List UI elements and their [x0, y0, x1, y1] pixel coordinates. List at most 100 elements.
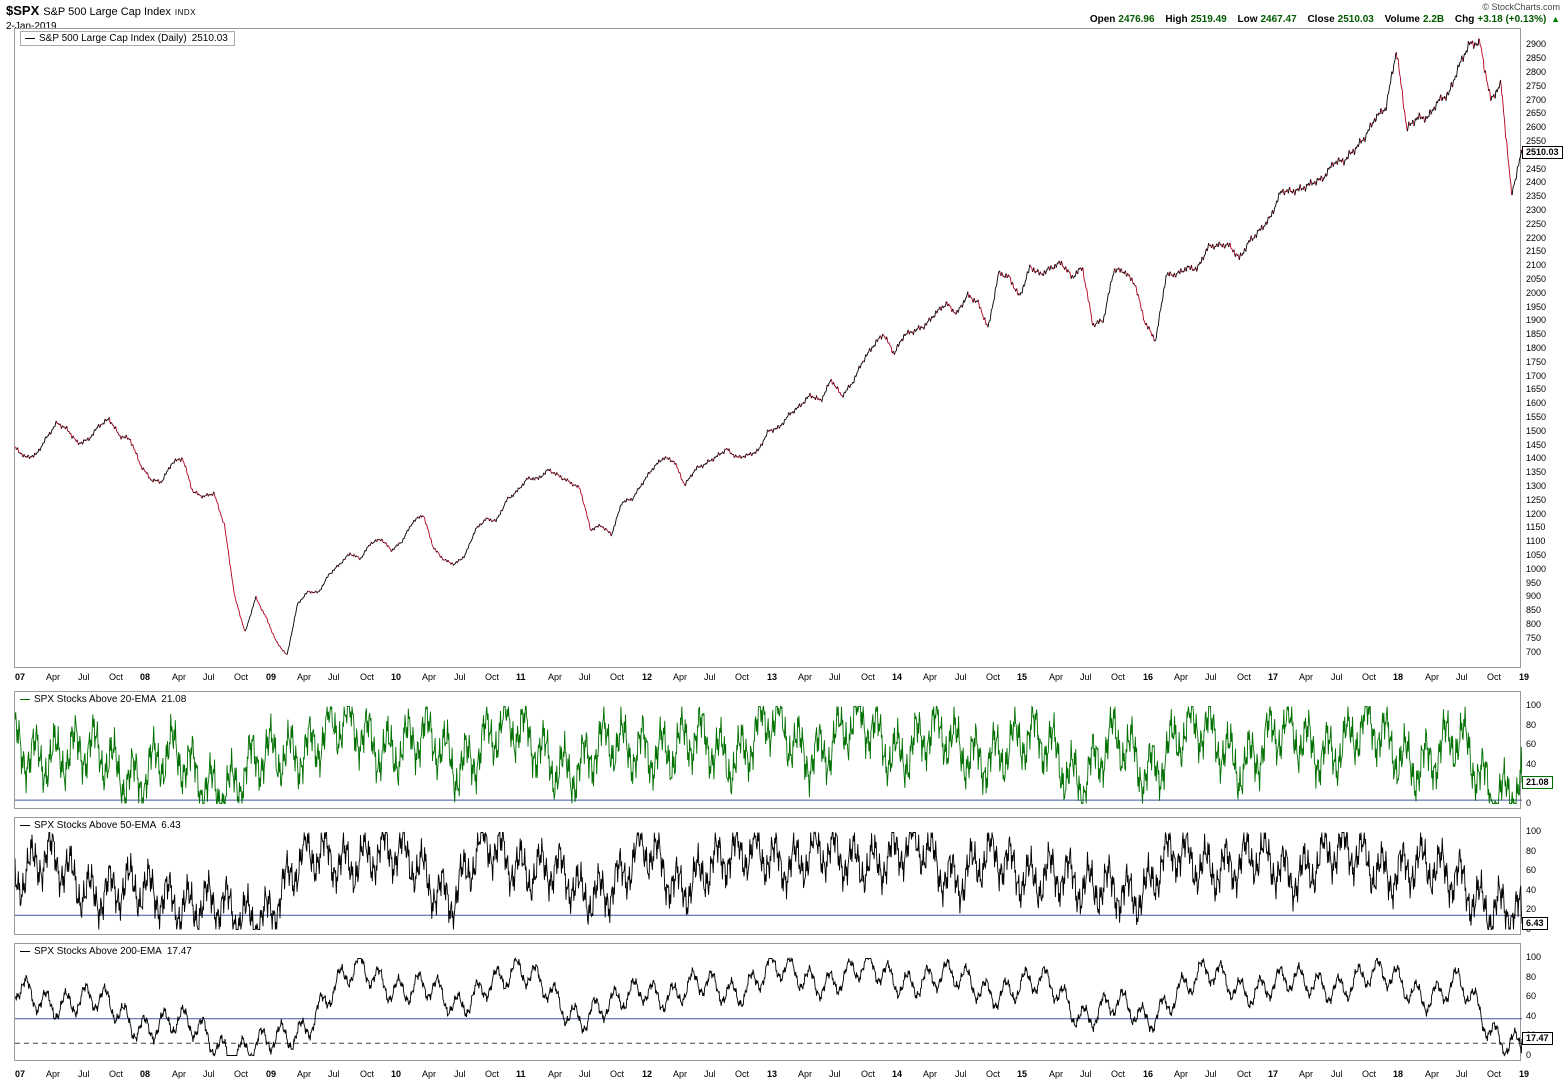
price-tick-label: 2800 [1526, 66, 1547, 77]
price-tick-label: 2050 [1526, 273, 1547, 284]
x-tick-label: 14 [892, 1069, 903, 1079]
x-tick-label: Apr [1299, 672, 1314, 682]
x-tick-label: Apr [798, 672, 813, 682]
price-tick-label: 1550 [1526, 412, 1547, 423]
x-tick-label: Apr [1425, 1069, 1440, 1079]
x-tick-label: Oct [1487, 1069, 1502, 1079]
x-tick-label: Jul [1205, 672, 1217, 682]
above-200ema-legend: — SPX Stocks Above 200-EMA 17.47 [20, 946, 192, 957]
chart-date: 2-Jan-2019 [6, 21, 57, 32]
volume-value: 2.2B [1423, 14, 1445, 25]
x-tick-label: Apr [172, 1069, 187, 1079]
x-tick-label: Oct [1362, 1069, 1377, 1079]
x-tick-label: Jul [1456, 672, 1468, 682]
price-tick-label: 1650 [1526, 384, 1547, 395]
price-tick-label: 2850 [1526, 53, 1547, 64]
osc-tick-label: 80 [1526, 971, 1537, 982]
x-tick-label: Oct [735, 1069, 750, 1079]
price-tick-label: 2450 [1526, 163, 1547, 174]
x-tick-label: Jul [955, 1069, 967, 1079]
x-tick-label: Apr [46, 1069, 61, 1079]
x-tick-label: Oct [610, 672, 625, 682]
x-tick-label: Apr [46, 672, 61, 682]
price-tick-label: 2900 [1526, 39, 1547, 50]
x-tick-label: Oct [234, 1069, 249, 1079]
price-tick-label: 950 [1526, 577, 1542, 588]
x-tick-label: 08 [140, 672, 151, 682]
above-200ema-legend-label: SPX Stocks Above 200-EMA [34, 946, 162, 957]
x-tick-label: 15 [1017, 1069, 1028, 1079]
x-tick-label: Apr [1049, 672, 1064, 682]
x-tick-label: Jul [579, 672, 591, 682]
price-tick-label: 1250 [1526, 494, 1547, 505]
high-label: High [1165, 14, 1188, 25]
above-50ema-legend: — SPX Stocks Above 50-EMA 6.43 [20, 820, 181, 831]
x-tick-label: Jul [1456, 1069, 1468, 1079]
price-tick-label: 2000 [1526, 287, 1547, 298]
open-value: 2476.96 [1118, 14, 1155, 25]
x-tick-label: 17 [1268, 1069, 1279, 1079]
above-20ema-chart-svg [15, 704, 1522, 805]
osc-tick-label: 0 [1526, 1050, 1532, 1060]
change-label: Chg [1454, 14, 1475, 25]
x-tick-label: Jul [1080, 672, 1092, 682]
x-tick-label: Apr [548, 1069, 563, 1079]
above-200ema-line-sample: — [20, 946, 30, 957]
price-tick-label: 700 [1526, 646, 1542, 657]
price-tick-label: 2400 [1526, 177, 1547, 188]
osc-tick-label: 100 [1526, 700, 1542, 710]
x-tick-label: Oct [735, 672, 750, 682]
x-tick-label: Apr [1174, 1069, 1189, 1079]
stockcharts-copyright-link[interactable]: © StockCharts.com [1482, 2, 1560, 12]
price-tick-label: 1350 [1526, 467, 1547, 478]
x-tick-label: Jul [203, 1069, 215, 1079]
osc-tick-label: 100 [1526, 952, 1542, 962]
x-tick-label: Apr [923, 1069, 938, 1079]
price-tick-label: 1600 [1526, 398, 1547, 409]
low-label: Low [1237, 14, 1258, 25]
price-tick-label: 2550 [1526, 135, 1547, 146]
x-tick-label: Oct [861, 1069, 876, 1079]
price-tick-label: 1450 [1526, 439, 1547, 450]
price-tick-label: 2600 [1526, 122, 1547, 133]
x-tick-label: Apr [923, 672, 938, 682]
high-value: 2519.49 [1190, 14, 1227, 25]
price-tick-label: 2750 [1526, 80, 1547, 91]
x-tick-label: 10 [391, 672, 402, 682]
above-50ema-panel: — SPX Stocks Above 50-EMA 6.43 [14, 817, 1522, 935]
price-legend-label: S&P 500 Large Cap Index (Daily) [39, 33, 187, 44]
x-tick-label: Jul [454, 672, 466, 682]
price-legend: — S&P 500 Large Cap Index (Daily) 2510.03 [20, 31, 235, 46]
x-tick-label: Jul [1331, 672, 1343, 682]
osc-tick-label: 80 [1526, 845, 1537, 856]
osc-tick-label: 60 [1526, 991, 1537, 1002]
price-tick-label: 1950 [1526, 301, 1547, 312]
up-arrow-icon: ▲ [1551, 14, 1560, 24]
above-50ema-line-sample: — [20, 820, 30, 831]
x-tick-label: Jul [1205, 1069, 1217, 1079]
above-20ema-legend-label: SPX Stocks Above 20-EMA [34, 694, 157, 705]
x-tick-label: Apr [422, 1069, 437, 1079]
osc-tick-label: 60 [1526, 865, 1537, 876]
x-tick-label: 11 [516, 672, 526, 682]
x-tick-label: Oct [986, 1069, 1001, 1079]
x-tick-label: 16 [1143, 1069, 1154, 1079]
above-20ema-last-value-box: 21.08 [1522, 776, 1553, 790]
above-50ema-last-value-box: 6.43 [1522, 916, 1548, 930]
x-tick-label: Jul [454, 1069, 466, 1079]
x-tick-label: Jul [829, 1069, 841, 1079]
osc-tick-label: 100 [1526, 826, 1542, 836]
x-tick-label: 15 [1017, 672, 1028, 682]
x-tick-label: Apr [1049, 1069, 1064, 1079]
osc-tick-label: 40 [1526, 758, 1537, 769]
x-tick-label: Oct [986, 672, 1001, 682]
x-tick-label: 14 [892, 672, 903, 682]
price-tick-label: 1000 [1526, 563, 1547, 574]
x-tick-label: Oct [485, 672, 500, 682]
x-tick-label: Oct [861, 672, 876, 682]
change-value: +3.18 (+0.13%) [1477, 14, 1547, 25]
price-tick-label: 2650 [1526, 108, 1547, 119]
osc-tick-label: 60 [1526, 739, 1537, 750]
x-tick-label: 19 [1519, 1069, 1530, 1079]
